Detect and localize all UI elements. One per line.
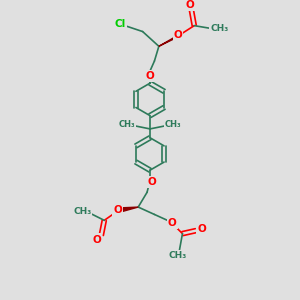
Text: CH₃: CH₃ [165,120,181,129]
Text: O: O [168,218,176,228]
Text: O: O [147,177,156,187]
Text: Cl: Cl [115,19,126,29]
Polygon shape [118,207,138,212]
Text: O: O [174,29,182,40]
Polygon shape [159,34,180,46]
Text: CH₃: CH₃ [210,24,229,33]
Text: CH₃: CH₃ [73,207,91,216]
Text: O: O [92,235,101,244]
Text: O: O [185,0,194,10]
Text: CH₃: CH₃ [169,251,187,260]
Text: O: O [113,205,122,215]
Text: CH₃: CH₃ [119,120,135,129]
Text: O: O [197,224,206,234]
Text: O: O [146,71,154,81]
